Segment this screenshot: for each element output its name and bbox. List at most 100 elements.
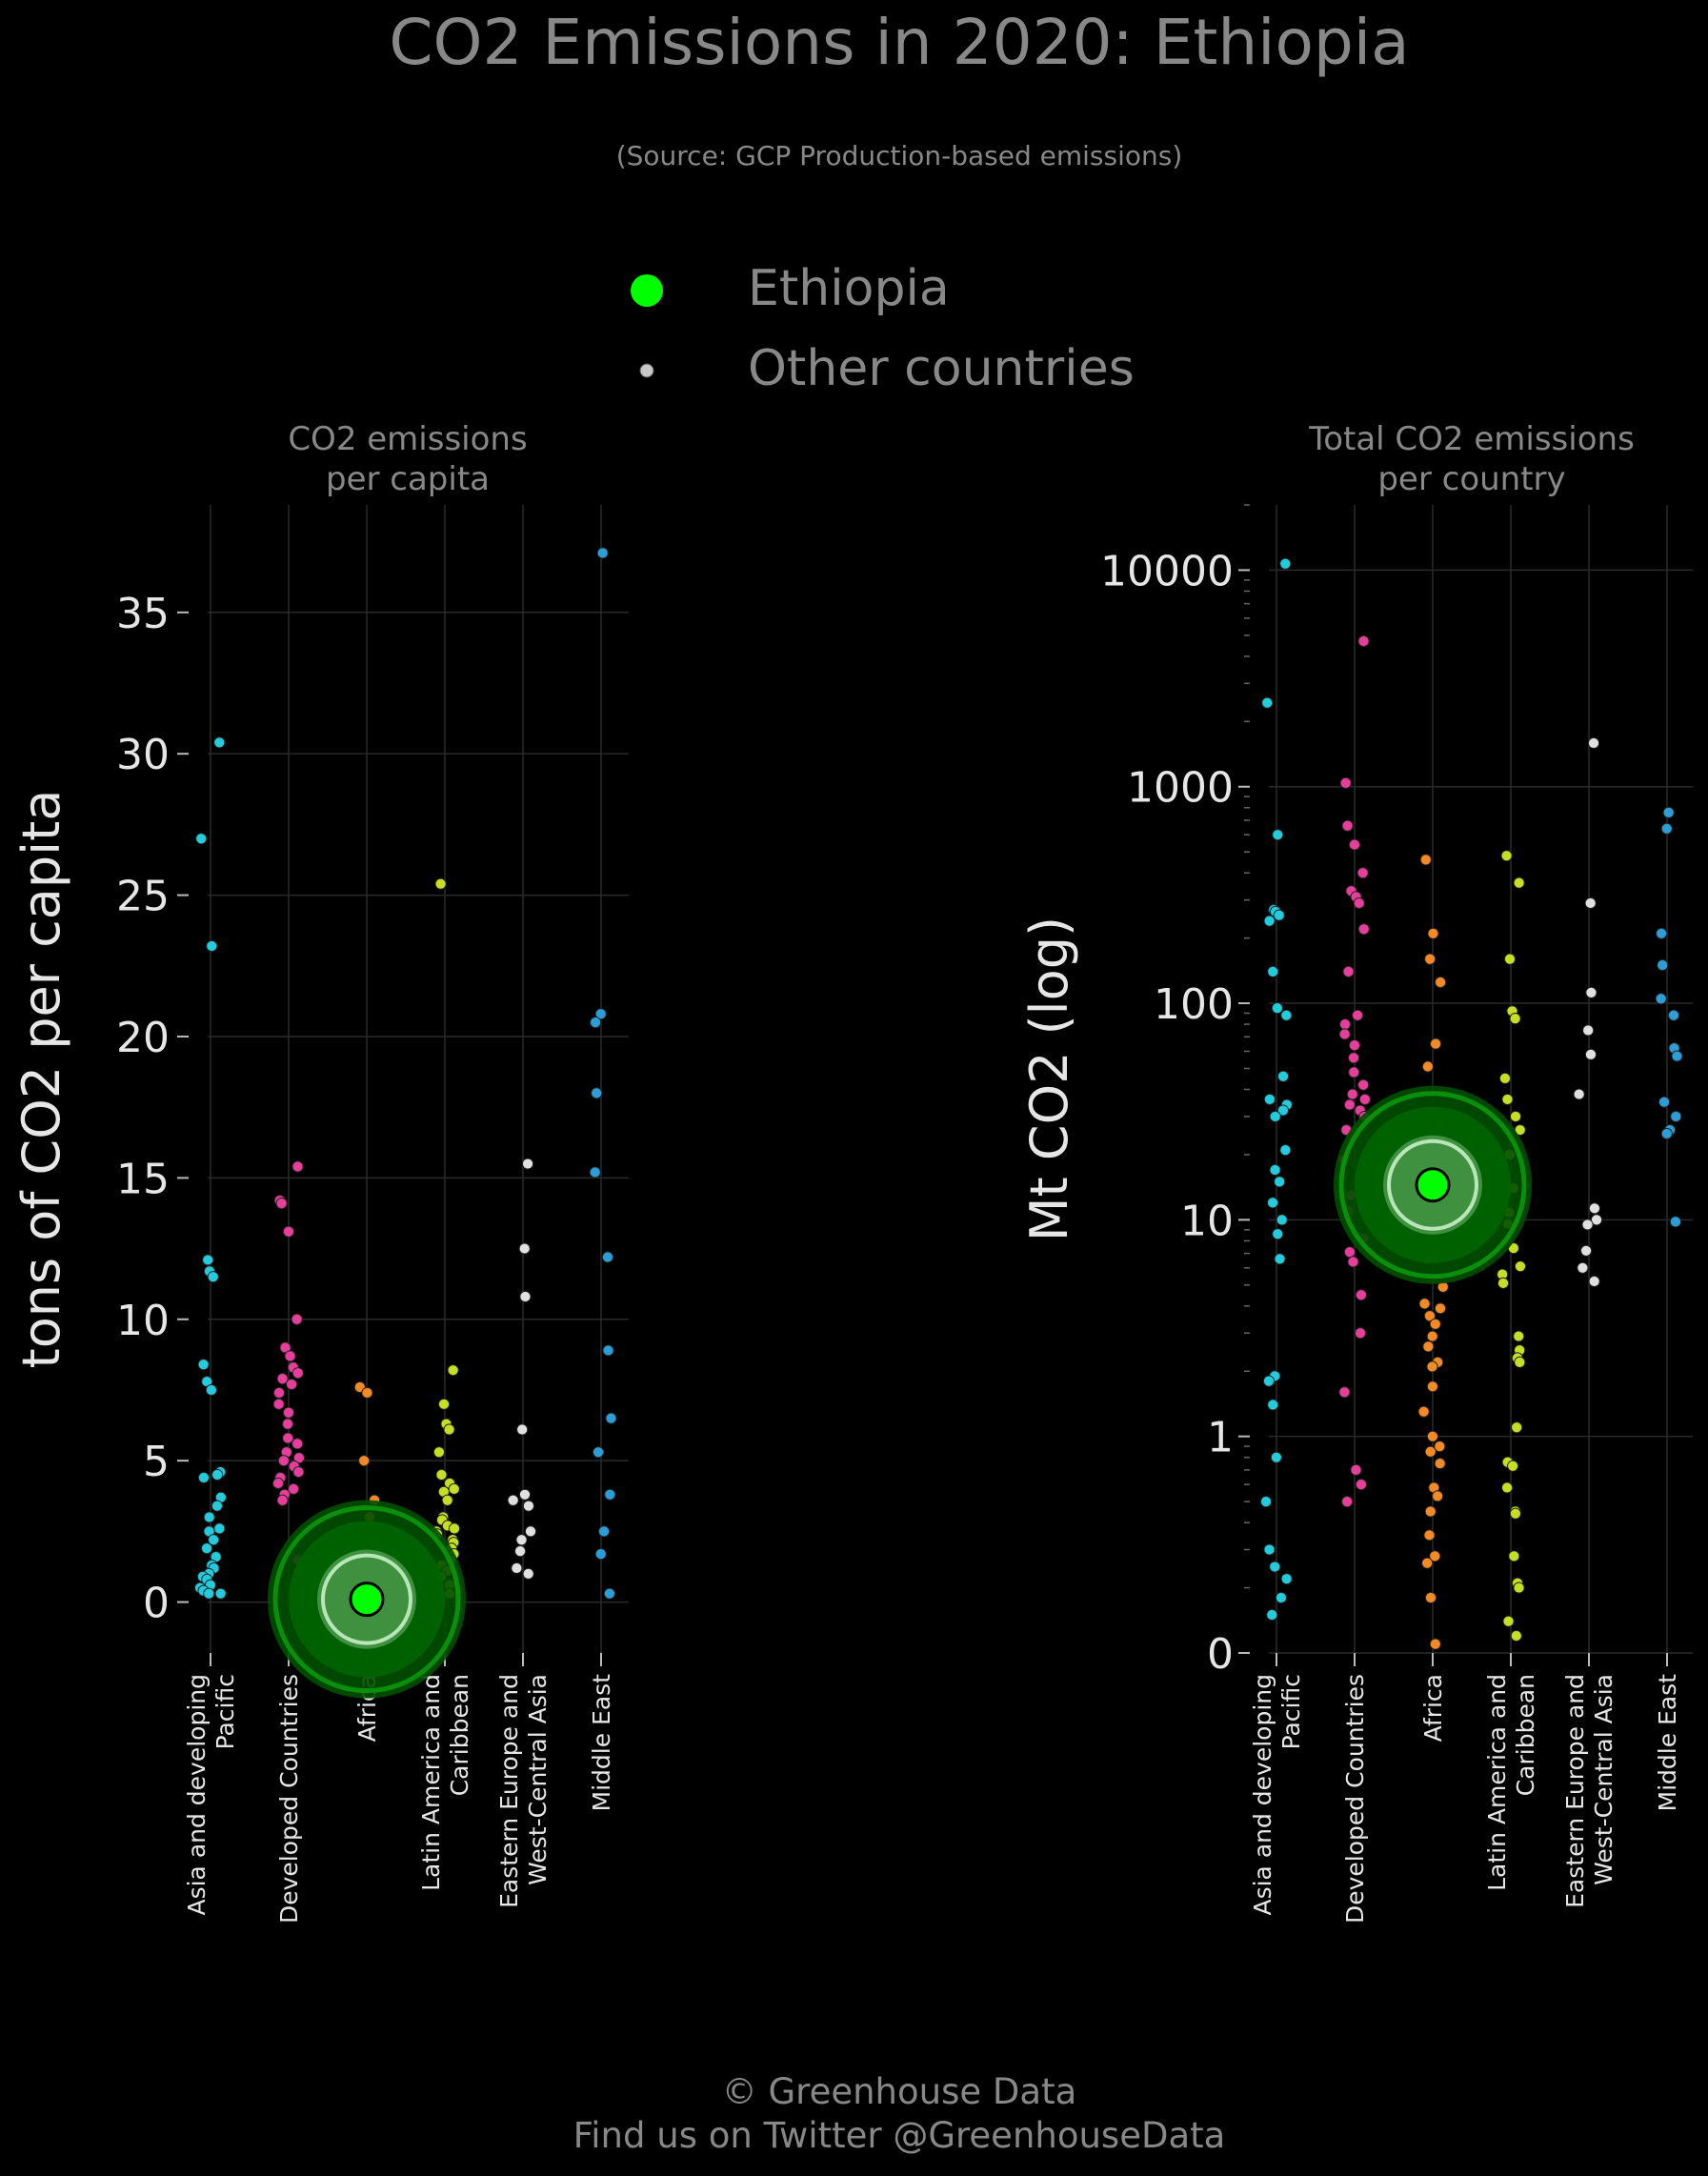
data-point-developed-countries bbox=[1346, 1088, 1358, 1100]
legend-label-other: Other countries bbox=[748, 340, 1135, 397]
data-point-asia-and-developing-pacific bbox=[1270, 1451, 1282, 1463]
highlight-marker-ethiopia bbox=[1415, 1167, 1451, 1203]
data-point-eastern-europe-and-west-central-asia bbox=[515, 1534, 528, 1546]
y-tick-label: 10 bbox=[116, 1297, 170, 1345]
data-point-eastern-europe-and-west-central-asia bbox=[513, 1545, 527, 1558]
y-tick-label: 15 bbox=[116, 1155, 170, 1203]
footer-twitter: Find us on Twitter @GreenhouseData bbox=[573, 2115, 1226, 2156]
data-point-latin-america-and-caribbean bbox=[437, 1398, 451, 1410]
data-point-developed-countries bbox=[1343, 1098, 1356, 1111]
panel-title-line: per capita bbox=[326, 460, 490, 498]
data-point-asia-and-developing-pacific bbox=[213, 736, 226, 749]
data-point-africa bbox=[1419, 854, 1432, 866]
data-point-asia-and-developing-pacific bbox=[1274, 1253, 1286, 1265]
x-tick-label-line: Latin America and bbox=[417, 1674, 445, 1891]
data-point-eastern-europe-and-west-central-asia bbox=[1588, 1202, 1601, 1215]
data-point-developed-countries bbox=[1338, 1028, 1351, 1040]
data-point-africa bbox=[1423, 1529, 1436, 1541]
data-point-asia-and-developing-pacific bbox=[1279, 557, 1292, 570]
data-point-latin-america-and-caribbean bbox=[1498, 1072, 1512, 1084]
data-point-latin-america-and-caribbean bbox=[1513, 876, 1525, 889]
data-point-africa bbox=[1423, 1310, 1437, 1322]
x-tick-label-line: Caribbean bbox=[1512, 1674, 1539, 1796]
data-point-asia-and-developing-pacific bbox=[1276, 1070, 1290, 1082]
data-point-africa bbox=[1424, 1445, 1437, 1458]
data-point-latin-america-and-caribbean bbox=[1502, 1615, 1515, 1627]
data-point-latin-america-and-caribbean bbox=[443, 1423, 455, 1436]
y-tick-label: 5 bbox=[143, 1438, 170, 1486]
data-point-africa bbox=[1429, 1638, 1441, 1650]
data-point-asia-and-developing-pacific bbox=[1269, 1110, 1281, 1123]
data-point-africa bbox=[1421, 1060, 1435, 1073]
data-point-africa bbox=[1427, 927, 1439, 939]
x-tick-label-line: Eastern Europe and bbox=[495, 1674, 523, 1908]
data-point-developed-countries bbox=[272, 1386, 286, 1400]
x-tick-label-line: Developed Countries bbox=[275, 1674, 303, 1924]
data-point-asia-and-developing-pacific bbox=[1269, 1163, 1281, 1177]
legend: Ethiopia Other countries bbox=[631, 260, 1135, 397]
data-point-middle-east bbox=[1671, 1050, 1683, 1062]
x-tick-label-line: Asia and developing bbox=[1249, 1674, 1276, 1916]
x-tick-label-middle-east: Middle East bbox=[588, 1674, 615, 1812]
data-point-middle-east bbox=[1667, 1009, 1680, 1021]
panel-title-line: CO2 emissions bbox=[288, 420, 527, 458]
x-tick-label-line: Pacific bbox=[211, 1674, 239, 1749]
data-point-africa bbox=[1426, 1330, 1438, 1342]
data-point-asia-and-developing-pacific bbox=[1263, 1093, 1276, 1106]
data-point-asia-and-developing-pacific bbox=[202, 1254, 214, 1266]
data-point-eastern-europe-and-west-central-asia bbox=[1590, 1214, 1603, 1226]
data-point-developed-countries bbox=[284, 1350, 296, 1362]
data-point-developed-countries bbox=[276, 1373, 289, 1385]
x-tick-label-asia-and-developing-pacific: Asia and developingPacific bbox=[183, 1674, 239, 1916]
data-point-asia-and-developing-pacific bbox=[195, 833, 208, 845]
data-point-middle-east bbox=[589, 1166, 601, 1179]
x-tick-label-line: Middle East bbox=[588, 1674, 615, 1812]
data-point-developed-countries bbox=[1341, 819, 1354, 832]
data-point-developed-countries bbox=[1355, 1479, 1368, 1491]
data-point-africa bbox=[1434, 1302, 1447, 1315]
y-tick-label: 30 bbox=[116, 731, 170, 779]
data-point-eastern-europe-and-west-central-asia bbox=[507, 1494, 519, 1506]
data-point-middle-east bbox=[603, 1587, 616, 1600]
y-tick-label: 1000 bbox=[1127, 764, 1234, 813]
data-point-latin-america-and-caribbean bbox=[1510, 1629, 1522, 1642]
highlight-outer-stroke bbox=[1338, 1091, 1527, 1279]
data-point-middle-east bbox=[590, 1017, 602, 1029]
data-point-asia-and-developing-pacific bbox=[1263, 915, 1276, 927]
data-point-latin-america-and-caribbean bbox=[447, 1364, 459, 1377]
data-point-eastern-europe-and-west-central-asia bbox=[1581, 1219, 1594, 1231]
y-tick-label: 0 bbox=[1207, 1630, 1234, 1679]
x-tick-label-latin-america-and-caribbean: Latin America andCaribbean bbox=[1483, 1674, 1539, 1891]
y-tick-label: 35 bbox=[116, 590, 170, 638]
data-point-asia-and-developing-pacific bbox=[205, 1383, 217, 1397]
x-tick-label-asia-and-developing-pacific: Asia and developingPacific bbox=[1249, 1674, 1305, 1916]
data-point-latin-america-and-caribbean bbox=[1507, 1460, 1519, 1472]
data-point-developed-countries bbox=[1339, 776, 1352, 789]
data-point-eastern-europe-and-west-central-asia bbox=[524, 1525, 537, 1538]
data-point-developed-countries bbox=[1348, 1039, 1361, 1052]
x-tick-label-line: Africa bbox=[1419, 1674, 1447, 1742]
data-point-middle-east bbox=[601, 1251, 614, 1263]
data-point-latin-america-and-caribbean bbox=[448, 1522, 461, 1535]
y-tick-label: 100 bbox=[1154, 980, 1234, 1029]
x-tick-label-eastern-europe-and-west-central-asia: Eastern Europe andWest-Central Asia bbox=[495, 1674, 552, 1908]
data-point-middle-east bbox=[1660, 822, 1673, 835]
data-point-latin-america-and-caribbean bbox=[435, 1468, 448, 1481]
data-point-eastern-europe-and-west-central-asia bbox=[511, 1561, 523, 1575]
data-point-africa bbox=[1421, 1557, 1434, 1569]
data-point-africa bbox=[1429, 1038, 1442, 1050]
x-tick-label-africa: Africa bbox=[1419, 1674, 1447, 1742]
data-point-eastern-europe-and-west-central-asia bbox=[1584, 1048, 1597, 1060]
y-tick-label: 1 bbox=[1207, 1414, 1234, 1462]
data-point-eastern-europe-and-west-central-asia bbox=[1588, 1275, 1600, 1288]
data-point-asia-and-developing-pacific bbox=[206, 939, 218, 953]
data-point-africa bbox=[361, 1386, 373, 1400]
data-point-asia-and-developing-pacific bbox=[197, 1471, 211, 1484]
data-point-africa bbox=[1424, 953, 1437, 965]
data-point-eastern-europe-and-west-central-asia bbox=[518, 1242, 531, 1255]
data-point-developed-countries bbox=[286, 1378, 298, 1391]
data-point-africa bbox=[1435, 976, 1447, 989]
data-point-developed-countries bbox=[291, 1438, 304, 1450]
